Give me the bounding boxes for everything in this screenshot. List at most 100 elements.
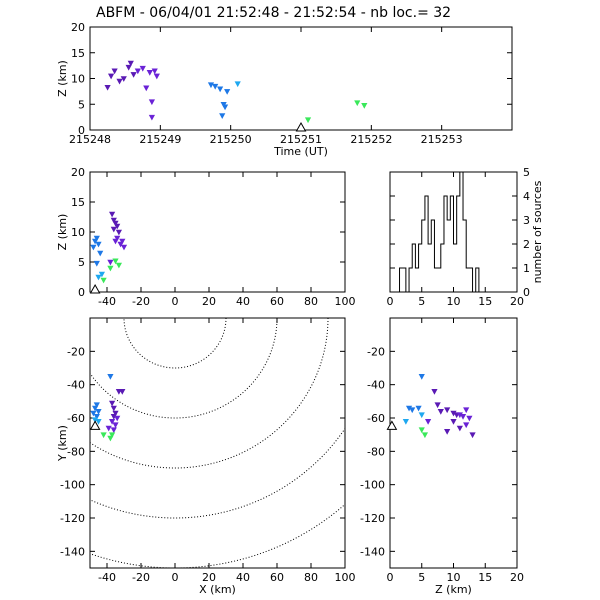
station-marker (386, 420, 398, 430)
y-tick-label: 5 (78, 256, 85, 269)
plot-frame (389, 317, 518, 569)
source-point (93, 402, 100, 409)
x-tick-label: 15 (478, 571, 492, 584)
source-point (148, 99, 155, 106)
source-point (437, 409, 444, 415)
y-tick-label: 20 (71, 166, 85, 179)
source-point (112, 422, 119, 429)
y-tick-label: 15 (71, 196, 85, 209)
source-point (143, 85, 150, 92)
y-tick-label: 4 (523, 190, 530, 203)
source-point (409, 407, 416, 414)
y-axis-label: number of sources (531, 180, 544, 283)
source-point (463, 407, 470, 414)
y-tick-label: 20 (71, 21, 85, 34)
y-tick-label: 0 (78, 124, 85, 137)
y-tick-label: 5 (523, 166, 530, 179)
source-point (107, 73, 115, 80)
x-tick-label: 100 (335, 295, 356, 308)
x-tick-label: 215253 (421, 133, 463, 146)
station-marker (89, 420, 101, 430)
source-point (112, 410, 119, 417)
source-point (304, 117, 312, 124)
y-tick-label: -40 (67, 379, 85, 392)
panel-z-y: 0 5 10 15 20 -140 -120 -100 -80 -60 -40 -20 Z (km) (360, 317, 524, 596)
source-point (450, 419, 457, 425)
source-point (108, 419, 116, 425)
plot-content (90, 318, 345, 568)
x-tick-label: 215249 (139, 133, 181, 146)
source-point (95, 409, 102, 415)
plot-frame (89, 317, 346, 569)
plot-content (390, 172, 517, 292)
source-point (114, 223, 121, 230)
source-point (146, 70, 153, 76)
source-point (212, 83, 219, 90)
source-point (110, 226, 117, 233)
y-tick-label: -100 (360, 479, 385, 492)
y-tick-label: -80 (67, 445, 85, 458)
source-point (354, 100, 361, 107)
x-tick-label: 215248 (69, 133, 111, 146)
y-tick-label: 0 (523, 286, 530, 299)
y-tick-label: -140 (360, 545, 385, 558)
source-point (418, 412, 425, 419)
y-tick-label: -120 (360, 512, 385, 525)
source-point (444, 429, 451, 435)
y-axis-label: Y (km) (56, 425, 69, 462)
y-tick-label: -60 (67, 412, 85, 425)
x-tick-label: 0 (387, 295, 394, 308)
source-point (108, 432, 116, 439)
y-tick-label: 10 (71, 73, 85, 86)
y-tick-label: -140 (60, 545, 85, 558)
source-point (134, 68, 141, 75)
source-point (120, 76, 127, 82)
source-point (115, 262, 123, 269)
x-tick-label: 80 (304, 295, 318, 308)
source-point (90, 244, 97, 251)
source-point (148, 114, 155, 121)
source-point (127, 60, 134, 67)
source-point (469, 432, 476, 439)
source-point (234, 81, 241, 88)
y-tick-label: 5 (78, 98, 85, 111)
x-tick-label: 215251 (280, 133, 322, 146)
plot-frame (89, 26, 513, 131)
x-tick-label: 0 (172, 295, 179, 308)
source-point (115, 229, 123, 236)
source-point (97, 250, 104, 257)
source-point (112, 238, 119, 245)
x-tick-label: 40 (236, 295, 250, 308)
source-point (402, 419, 409, 425)
source-point (114, 415, 121, 422)
source-point (111, 68, 118, 75)
panel-time-height: 215248 215249 215250 215251 215252 215253 0 5 10… (56, 21, 513, 158)
source-point (100, 432, 107, 439)
source-point (110, 217, 117, 224)
station-marker (295, 121, 307, 132)
histogram-steps (390, 172, 517, 292)
x-tick-label: 40 (236, 571, 250, 584)
source-point (91, 405, 99, 412)
source-point (95, 241, 102, 248)
y-tick-label: 1 (523, 262, 530, 275)
x-tick-label: -40 (98, 571, 116, 584)
x-tick-label: 0 (387, 571, 394, 584)
source-point (415, 405, 422, 412)
source-point (108, 400, 116, 407)
x-tick-label: 15 (478, 295, 492, 308)
x-axis-label: Time (UT) (273, 145, 328, 158)
x-tick-label: 60 (270, 571, 284, 584)
source-point (459, 414, 467, 420)
y-tick-label: -40 (367, 379, 385, 392)
panel-x-z: -40 -20 0 20 40 60 80 100 0 5 10 15 20 Z (km) (56, 166, 356, 308)
station-marker (89, 283, 101, 294)
x-tick-label: 5 (418, 571, 425, 584)
y-tick-label: 0 (78, 286, 85, 299)
source-point (221, 104, 229, 111)
plot-content (402, 374, 476, 439)
y-tick-label: 2 (523, 238, 530, 251)
x-tick-label: 5 (418, 295, 425, 308)
x-tick-label: 215252 (350, 133, 392, 146)
